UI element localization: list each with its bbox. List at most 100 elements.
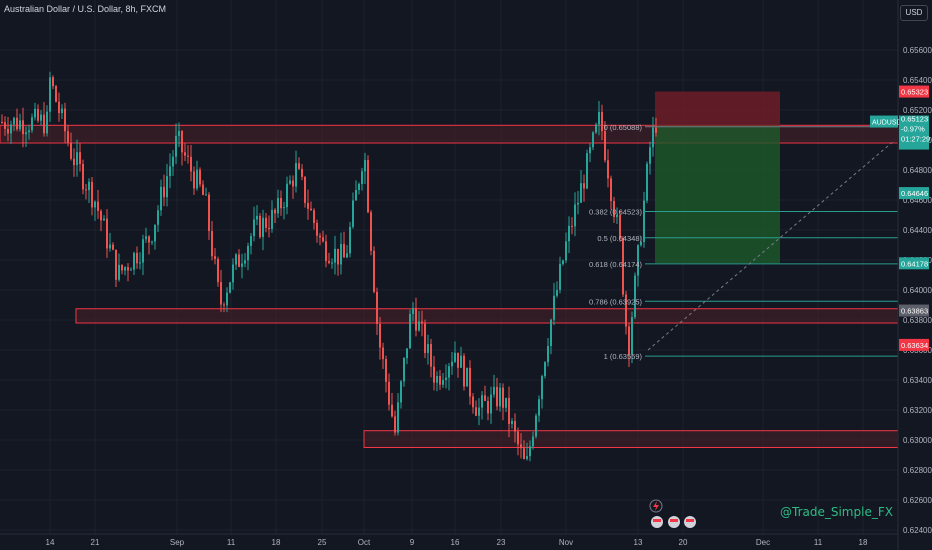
candle-body xyxy=(490,394,492,414)
candle-body xyxy=(316,222,318,236)
candle-body xyxy=(223,304,225,306)
candle-body xyxy=(229,282,231,293)
candle-body xyxy=(121,264,123,271)
price-label-text: 0.63863 xyxy=(901,307,928,316)
candle-body xyxy=(535,415,537,437)
candle-body xyxy=(256,215,258,220)
candle-body xyxy=(28,130,30,133)
candle-body xyxy=(487,400,489,414)
currency-button[interactable]: USD xyxy=(900,5,928,21)
price-tick-label: 0.64600 xyxy=(903,196,932,205)
price-axis[interactable]: 0.656000.654000.652000.650000.648000.646… xyxy=(897,0,932,550)
candle-body xyxy=(622,237,624,295)
candle-body xyxy=(442,380,444,385)
candle-body xyxy=(319,235,321,238)
candle-body xyxy=(634,275,636,318)
candle-body xyxy=(598,111,600,125)
candle-body xyxy=(31,117,33,131)
time-tick-label: Dec xyxy=(756,538,770,547)
candle-body xyxy=(82,163,84,190)
candle-body xyxy=(364,160,366,172)
current-symbol-label: AUDUSD xyxy=(872,120,902,127)
candle-body xyxy=(112,244,114,250)
short-position-tool[interactable] xyxy=(655,91,780,264)
candle-body xyxy=(124,267,126,271)
fibonacci-retracement[interactable]: 0 (0.65088) 0.382 (0.64523) 0.5 (0.64348) 0… xyxy=(589,123,898,361)
candle-body xyxy=(208,194,210,231)
price-labels: 0.653230.650960.646460.641780.638630.636… xyxy=(870,85,930,351)
candle-body xyxy=(271,209,273,229)
candle-body xyxy=(631,317,633,355)
price-tick-label: 0.65400 xyxy=(903,76,932,85)
candle-body xyxy=(142,239,144,263)
author-watermark: @Trade_Simple_FX xyxy=(780,505,893,519)
price-label-box xyxy=(899,257,929,270)
time-tick-label: 16 xyxy=(451,538,460,547)
candle-body xyxy=(25,132,27,135)
candle-body xyxy=(58,101,60,114)
candle-body xyxy=(412,308,414,314)
candle-body xyxy=(346,253,348,258)
candle-body xyxy=(586,153,588,189)
price-tick-label: 0.63400 xyxy=(903,376,932,385)
candle-body xyxy=(433,366,435,383)
candle-body xyxy=(589,147,591,154)
price-tick-label: 0.65600 xyxy=(903,46,932,55)
candle-body xyxy=(484,395,486,401)
candle-body xyxy=(211,230,213,257)
candle-body xyxy=(232,264,234,283)
candle-body xyxy=(97,201,99,211)
candle-body xyxy=(61,108,63,114)
price-tick-label: 0.62400 xyxy=(903,526,932,535)
take-profit-area xyxy=(655,125,780,264)
candle-body xyxy=(304,176,306,203)
candle-body xyxy=(259,215,261,238)
candle-body xyxy=(79,152,81,164)
candle-body xyxy=(391,404,393,417)
time-axis[interactable]: 14 21 Sep 11 18 25 Oct 9 16 23 Nov 13 20 Dec 11 18 xyxy=(0,533,898,547)
candle-body xyxy=(571,225,573,227)
price-label-box xyxy=(899,304,929,317)
candle-body xyxy=(184,152,186,156)
candle-body xyxy=(286,183,288,208)
price-tick-label: 0.63000 xyxy=(903,436,932,445)
candle-body xyxy=(322,237,324,242)
candle-body xyxy=(508,397,510,425)
candle-body xyxy=(451,361,453,367)
candle-body xyxy=(550,319,552,346)
candle-body xyxy=(331,262,333,264)
time-tick-label: Sep xyxy=(170,538,185,547)
time-tick-label: 23 xyxy=(497,538,506,547)
candle-body xyxy=(601,111,603,132)
candle-body xyxy=(40,114,42,121)
candle-body xyxy=(613,201,615,218)
price-tick-label: 0.63800 xyxy=(903,316,932,325)
candle-body xyxy=(493,386,495,395)
candle-body xyxy=(274,209,276,214)
candle-body xyxy=(310,208,312,211)
candle-body xyxy=(418,321,420,331)
time-tick-label: 18 xyxy=(859,538,868,547)
candle-body xyxy=(538,399,540,416)
candle-body xyxy=(268,227,270,229)
price-label-box xyxy=(899,338,929,351)
fib-level-label: 1 (0.63559) xyxy=(604,352,643,361)
time-tick-label: Oct xyxy=(358,538,371,547)
candle-body xyxy=(466,367,468,387)
price-tick-label: 0.64800 xyxy=(903,166,932,175)
candle-body xyxy=(190,156,192,172)
current-price-text: 01:27:29 xyxy=(901,135,930,144)
candle-body xyxy=(403,358,405,382)
candle-body xyxy=(547,345,549,363)
event-icons[interactable] xyxy=(649,499,696,528)
candle-body xyxy=(502,387,504,408)
time-tick-label: 9 xyxy=(410,538,415,547)
candle-body xyxy=(100,210,102,221)
candle-body xyxy=(652,127,654,148)
candle-body xyxy=(7,128,9,134)
time-tick-label: Nov xyxy=(559,538,573,547)
candle-body xyxy=(145,236,147,240)
candle-body xyxy=(55,86,57,102)
zone-rectangle xyxy=(75,308,899,324)
